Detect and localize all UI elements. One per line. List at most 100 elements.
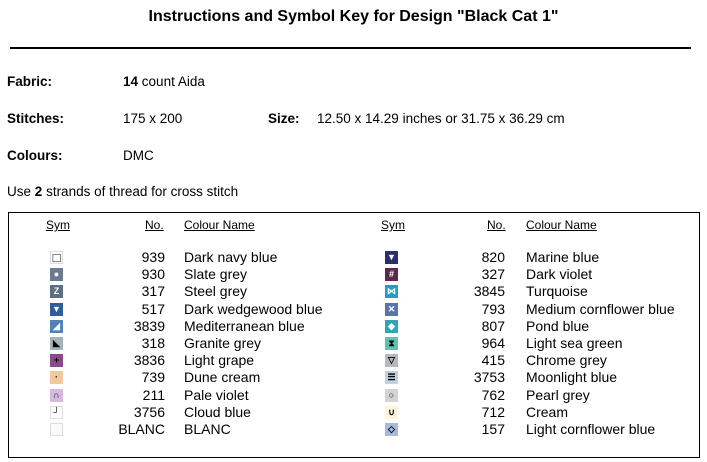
key-row: ┘ 3756 Cloud blue bbox=[0, 404, 707, 421]
colour-name: Mediterranean blue bbox=[184, 317, 305, 334]
symbol-swatch-icon: Z bbox=[50, 285, 63, 299]
key-row: ▼ 517 Dark wedgewood blue bbox=[0, 301, 707, 318]
dmc-number: 807 bbox=[481, 317, 505, 334]
dmc-number: 739 bbox=[141, 369, 165, 386]
key-row: Z 317 Steel grey bbox=[0, 283, 707, 300]
size-label: Size: bbox=[268, 111, 300, 126]
dmc-number: 317 bbox=[141, 283, 165, 300]
symbol-swatch-icon: ∩ bbox=[50, 388, 63, 402]
key-row: #327 Dark violet bbox=[0, 266, 707, 283]
colour-name: Moonlight blue bbox=[526, 369, 618, 386]
symbol-swatch-icon: ⋈ bbox=[385, 285, 398, 299]
symbol-swatch-icon: + bbox=[50, 354, 63, 368]
key-row: ▽ 415 Chrome grey bbox=[0, 352, 707, 369]
symbol-swatch-icon: ✕ bbox=[385, 302, 398, 316]
page-title: Instructions and Symbol Key for Design "… bbox=[148, 8, 559, 25]
instruction-pre: Use bbox=[7, 184, 32, 199]
dmc-number: 820 bbox=[481, 249, 505, 265]
symbol-swatch-icon: ▼ bbox=[50, 302, 63, 316]
colours-value: DMC bbox=[123, 148, 154, 163]
symbol-swatch-icon: ○ bbox=[385, 388, 398, 402]
dmc-number: 318 bbox=[141, 335, 165, 351]
symbol-swatch-icon bbox=[50, 423, 63, 436]
left-sym-header: Sym bbox=[46, 218, 70, 232]
key-row: ● 930 Slate grey bbox=[0, 266, 707, 283]
fabric-value: 14 count Aida bbox=[123, 74, 205, 89]
symbol-swatch-icon: □ bbox=[50, 251, 63, 264]
key-row: ✕ 793 Medium cornflower blue bbox=[0, 301, 707, 318]
colour-name: Light cornflower blue bbox=[526, 421, 656, 437]
symbol-swatch-icon: ⧗ bbox=[385, 337, 398, 350]
key-row: · 739 Dune cream bbox=[0, 369, 707, 386]
colour-name: Dark violet bbox=[526, 266, 593, 283]
key-row: ∩ 211 Pale violet bbox=[0, 387, 707, 404]
key-row: ⧗ 964 Light sea green bbox=[0, 335, 707, 352]
colour-name: Dark navy blue bbox=[184, 249, 278, 265]
colour-name: Cloud blue bbox=[184, 403, 251, 420]
left-name-header: Colour Name bbox=[184, 218, 255, 232]
instruction-post: strands of thread for cross stitch bbox=[46, 184, 239, 199]
symbol-swatch-icon: ∪ bbox=[385, 405, 398, 419]
symbol-swatch-icon: ◢ bbox=[50, 319, 63, 333]
colour-name: Pale violet bbox=[184, 386, 249, 403]
title-underline bbox=[10, 47, 691, 49]
colour-name: Light grape bbox=[184, 352, 255, 369]
symbol-swatch-icon: ▼ bbox=[385, 251, 398, 264]
colour-name: Granite grey bbox=[184, 335, 262, 351]
key-row: ▼ 820 Marine blue bbox=[0, 249, 707, 266]
dmc-number: BLANC bbox=[118, 421, 165, 437]
fabric-type: count Aida bbox=[141, 74, 205, 89]
key-row: BLANC BLANC bbox=[0, 421, 707, 438]
fabric-label: Fabric: bbox=[7, 74, 53, 89]
symbol-swatch-icon: ☰ bbox=[385, 371, 398, 385]
key-row: ○ 762 Pearl grey bbox=[0, 387, 707, 404]
dmc-number: 939 bbox=[141, 249, 165, 265]
colour-name: Steel grey bbox=[184, 283, 248, 300]
colour-name: Dune cream bbox=[184, 369, 261, 386]
symbol-swatch-icon: ◇ bbox=[385, 423, 398, 436]
colour-name: BLANC bbox=[184, 421, 231, 437]
dmc-number: 3845 bbox=[473, 283, 505, 300]
dmc-number: 964 bbox=[481, 335, 505, 351]
stitches-value: 175 x 200 bbox=[123, 111, 183, 126]
dmc-number: 327 bbox=[481, 266, 505, 283]
dmc-number: 3836 bbox=[133, 352, 165, 369]
dmc-number: 211 bbox=[142, 386, 165, 403]
colour-name: Cream bbox=[526, 403, 569, 420]
right-sym-header: Sym bbox=[381, 218, 405, 232]
colour-name: Marine blue bbox=[526, 249, 600, 265]
colour-name: Dark wedgewood blue bbox=[184, 300, 323, 317]
fabric-count: 14 bbox=[123, 74, 139, 89]
key-row: ◢ 3839 Mediterranean blue bbox=[0, 318, 707, 335]
key-row: ◇ 157 Light cornflower blue bbox=[0, 421, 707, 438]
symbol-swatch-icon: ┘ bbox=[50, 405, 63, 419]
dmc-number: 517 bbox=[141, 300, 165, 317]
colour-name: Light sea green bbox=[526, 335, 623, 351]
key-row: ☰ 3753 Moonlight blue bbox=[0, 369, 707, 386]
left-no-header: No. bbox=[145, 218, 164, 232]
dmc-number: 3753 bbox=[473, 369, 505, 386]
colour-name: Pond blue bbox=[526, 317, 590, 334]
dmc-number: 712 bbox=[481, 403, 505, 420]
symbol-swatch-icon: # bbox=[385, 268, 398, 282]
strand-count: 2 bbox=[34, 184, 43, 199]
thread-instruction: Use 2 strands of thread for cross stitch bbox=[7, 184, 238, 199]
colour-name: Pearl grey bbox=[526, 386, 590, 403]
symbol-swatch-icon: · bbox=[50, 371, 63, 385]
dmc-number: 3756 bbox=[133, 403, 165, 420]
stitches-label: Stitches: bbox=[7, 111, 65, 126]
dmc-number: 930 bbox=[141, 266, 165, 283]
colour-name: Medium cornflower blue bbox=[526, 300, 675, 317]
key-row: ⋈ 3845 Turquoise bbox=[0, 283, 707, 300]
size-value: 12.50 x 14.29 inches or 31.75 x 36.29 cm bbox=[317, 111, 565, 126]
colour-name: Turquoise bbox=[526, 283, 588, 300]
symbol-swatch-icon: ▽ bbox=[385, 354, 398, 368]
key-row: ◆ 807 Pond blue bbox=[0, 318, 707, 335]
dmc-number: 157 bbox=[481, 421, 505, 437]
right-no-header: No. bbox=[487, 218, 506, 232]
key-row: +3836 Light grape bbox=[0, 352, 707, 369]
dmc-number: 3839 bbox=[133, 317, 165, 334]
symbol-swatch-icon: ◆ bbox=[385, 319, 398, 333]
key-row: ◣ 318 Granite grey bbox=[0, 335, 707, 352]
dmc-number: 762 bbox=[481, 386, 505, 403]
